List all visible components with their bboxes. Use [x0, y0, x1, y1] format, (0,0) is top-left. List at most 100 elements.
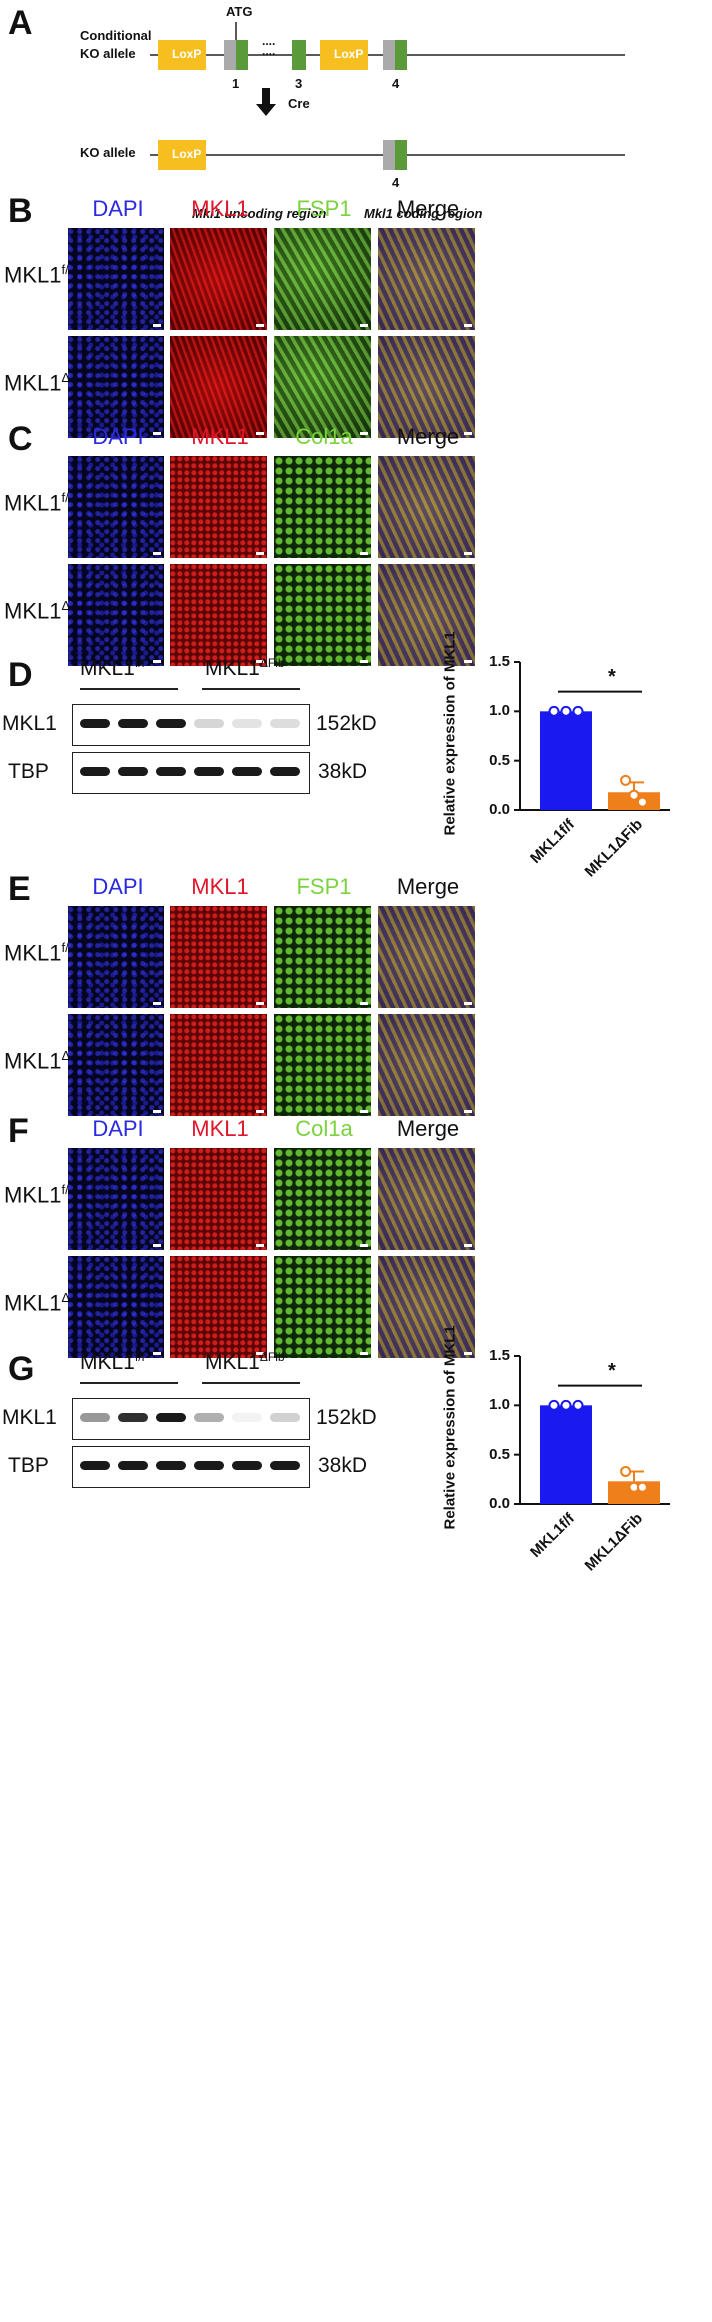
band-mkl1-lane-2 — [118, 719, 148, 728]
band-tbp-lane-6 — [270, 1461, 300, 1470]
band-mkl1-lane-1 — [80, 1413, 110, 1422]
panel-letter-g: G — [8, 1350, 35, 1388]
data-point — [560, 1399, 572, 1411]
row-label-sup: f/f — [61, 940, 73, 955]
cre-arrow — [256, 88, 276, 116]
scale-bar — [464, 1244, 472, 1247]
micrograph-mkl1-dfib — [170, 336, 267, 438]
header-merge: Merge — [396, 874, 460, 899]
scale-bar — [360, 1002, 368, 1005]
scale-bar — [153, 660, 161, 663]
micrograph-merge-ff — [378, 1148, 475, 1250]
micrograph-fsp1-dfib — [274, 336, 371, 438]
header-dapi: DAPI — [92, 874, 144, 899]
row-label-ff: MKL1f/f — [4, 490, 72, 516]
band-mkl1-lane-3 — [156, 1413, 186, 1422]
header-dapi: DAPI — [92, 1116, 144, 1141]
band-tbp-lane-3 — [156, 1461, 186, 1470]
scale-bar — [464, 1110, 472, 1113]
micrograph-dapi-ff — [68, 228, 164, 330]
micrograph-merge-dfib — [378, 1014, 475, 1116]
data-point — [548, 705, 560, 717]
band-tbp-lane-5 — [232, 767, 262, 776]
scale-bar — [256, 1002, 264, 1005]
band-tbp-lane-5 — [232, 1461, 262, 1470]
y-tick-label: 0.5 — [489, 1445, 510, 1463]
micrograph-col1a-ff — [274, 1148, 371, 1250]
band-mkl1-lane-4 — [194, 719, 224, 728]
scale-bar — [464, 552, 472, 555]
scale-bar — [153, 1002, 161, 1005]
band-tbp-lane-4 — [194, 1461, 224, 1470]
exon-1-label: 1 — [232, 76, 240, 91]
panel-letter-f: F — [8, 1112, 29, 1150]
band-tbp-lane-1 — [80, 1461, 110, 1470]
exon-4-ko-label: 4 — [392, 175, 400, 190]
scale-bar — [256, 432, 264, 435]
scale-bar — [464, 1352, 472, 1355]
y-tick-label: 1.0 — [489, 1396, 510, 1414]
data-point — [620, 1465, 632, 1477]
micrograph-col1a-dfib — [274, 1256, 371, 1358]
row-label-base: MKL1 — [4, 262, 62, 288]
micrograph-mkl1-ff — [170, 1148, 267, 1250]
micrograph-dapi-ff — [68, 456, 164, 558]
group-label-base: MKL1 — [80, 1351, 135, 1374]
micrograph-merge-ff — [378, 456, 475, 558]
loxp-box-2 — [320, 40, 368, 70]
row-label-sup: f/f — [61, 490, 73, 505]
data-point — [636, 1481, 648, 1493]
scale-bar — [256, 1244, 264, 1247]
loxp-label-1: LoxP — [172, 47, 202, 61]
panel-letter-e: E — [8, 870, 31, 908]
scale-bar — [360, 1244, 368, 1247]
scale-bar — [153, 324, 161, 327]
coding-exon-1 — [236, 40, 248, 70]
header-merge: Merge — [396, 424, 460, 449]
micrograph-col1a-dfib — [274, 564, 371, 666]
data-point — [628, 789, 640, 801]
header-merge: Merge — [396, 1116, 460, 1141]
coding-exon-3 — [292, 40, 306, 70]
group-label-base: MKL1 — [205, 657, 260, 680]
micrograph-merge-ff — [378, 228, 475, 330]
scale-bar — [256, 324, 264, 327]
micrograph-dapi-dfib — [68, 564, 164, 666]
scale-bar — [464, 324, 472, 327]
panel-letter-b: B — [8, 192, 33, 230]
row-label-mkl1: MKL1 — [2, 1406, 57, 1429]
bar-chart-g — [514, 1355, 670, 1505]
scale-bar — [256, 1352, 264, 1355]
size-label-152: 152kD — [316, 712, 377, 735]
bar-chart-d — [514, 661, 670, 811]
data-point — [560, 705, 572, 717]
row-label-ff: MKL1f/f — [4, 1182, 72, 1208]
row-label-base: MKL1 — [4, 940, 62, 966]
micrograph-merge-ff — [378, 906, 475, 1008]
panel-letter-c: C — [8, 420, 33, 458]
band-tbp-lane-3 — [156, 767, 186, 776]
loxp-label-2: LoxP — [334, 47, 364, 61]
micrograph-merge-dfib — [378, 1256, 475, 1358]
scale-bar — [360, 660, 368, 663]
legend-coding: Mkl1 coding region — [364, 206, 483, 221]
micrograph-mkl1-ff — [170, 228, 267, 330]
band-tbp-lane-2 — [118, 1461, 148, 1470]
row-label-base: MKL1 — [4, 1290, 62, 1316]
y-tick-label: 1.5 — [489, 653, 510, 670]
scale-bar — [153, 1110, 161, 1113]
scale-bar — [360, 1352, 368, 1355]
band-mkl1-lane-4 — [194, 1413, 224, 1422]
scale-bar — [153, 1244, 161, 1247]
scale-bar — [153, 1352, 161, 1355]
band-mkl1-lane-6 — [270, 719, 300, 728]
scale-bar — [360, 552, 368, 555]
header-mkl1: MKL1 — [191, 196, 249, 221]
header-col1a: Col1a — [295, 424, 353, 449]
uncoding-exon-1 — [224, 40, 236, 70]
band-mkl1-lane-2 — [118, 1413, 148, 1422]
scale-bar — [256, 660, 264, 663]
group-label-ff: MKL1f/f — [80, 1350, 145, 1375]
band-tbp-lane-4 — [194, 767, 224, 776]
row-label-base: MKL1 — [4, 490, 62, 516]
